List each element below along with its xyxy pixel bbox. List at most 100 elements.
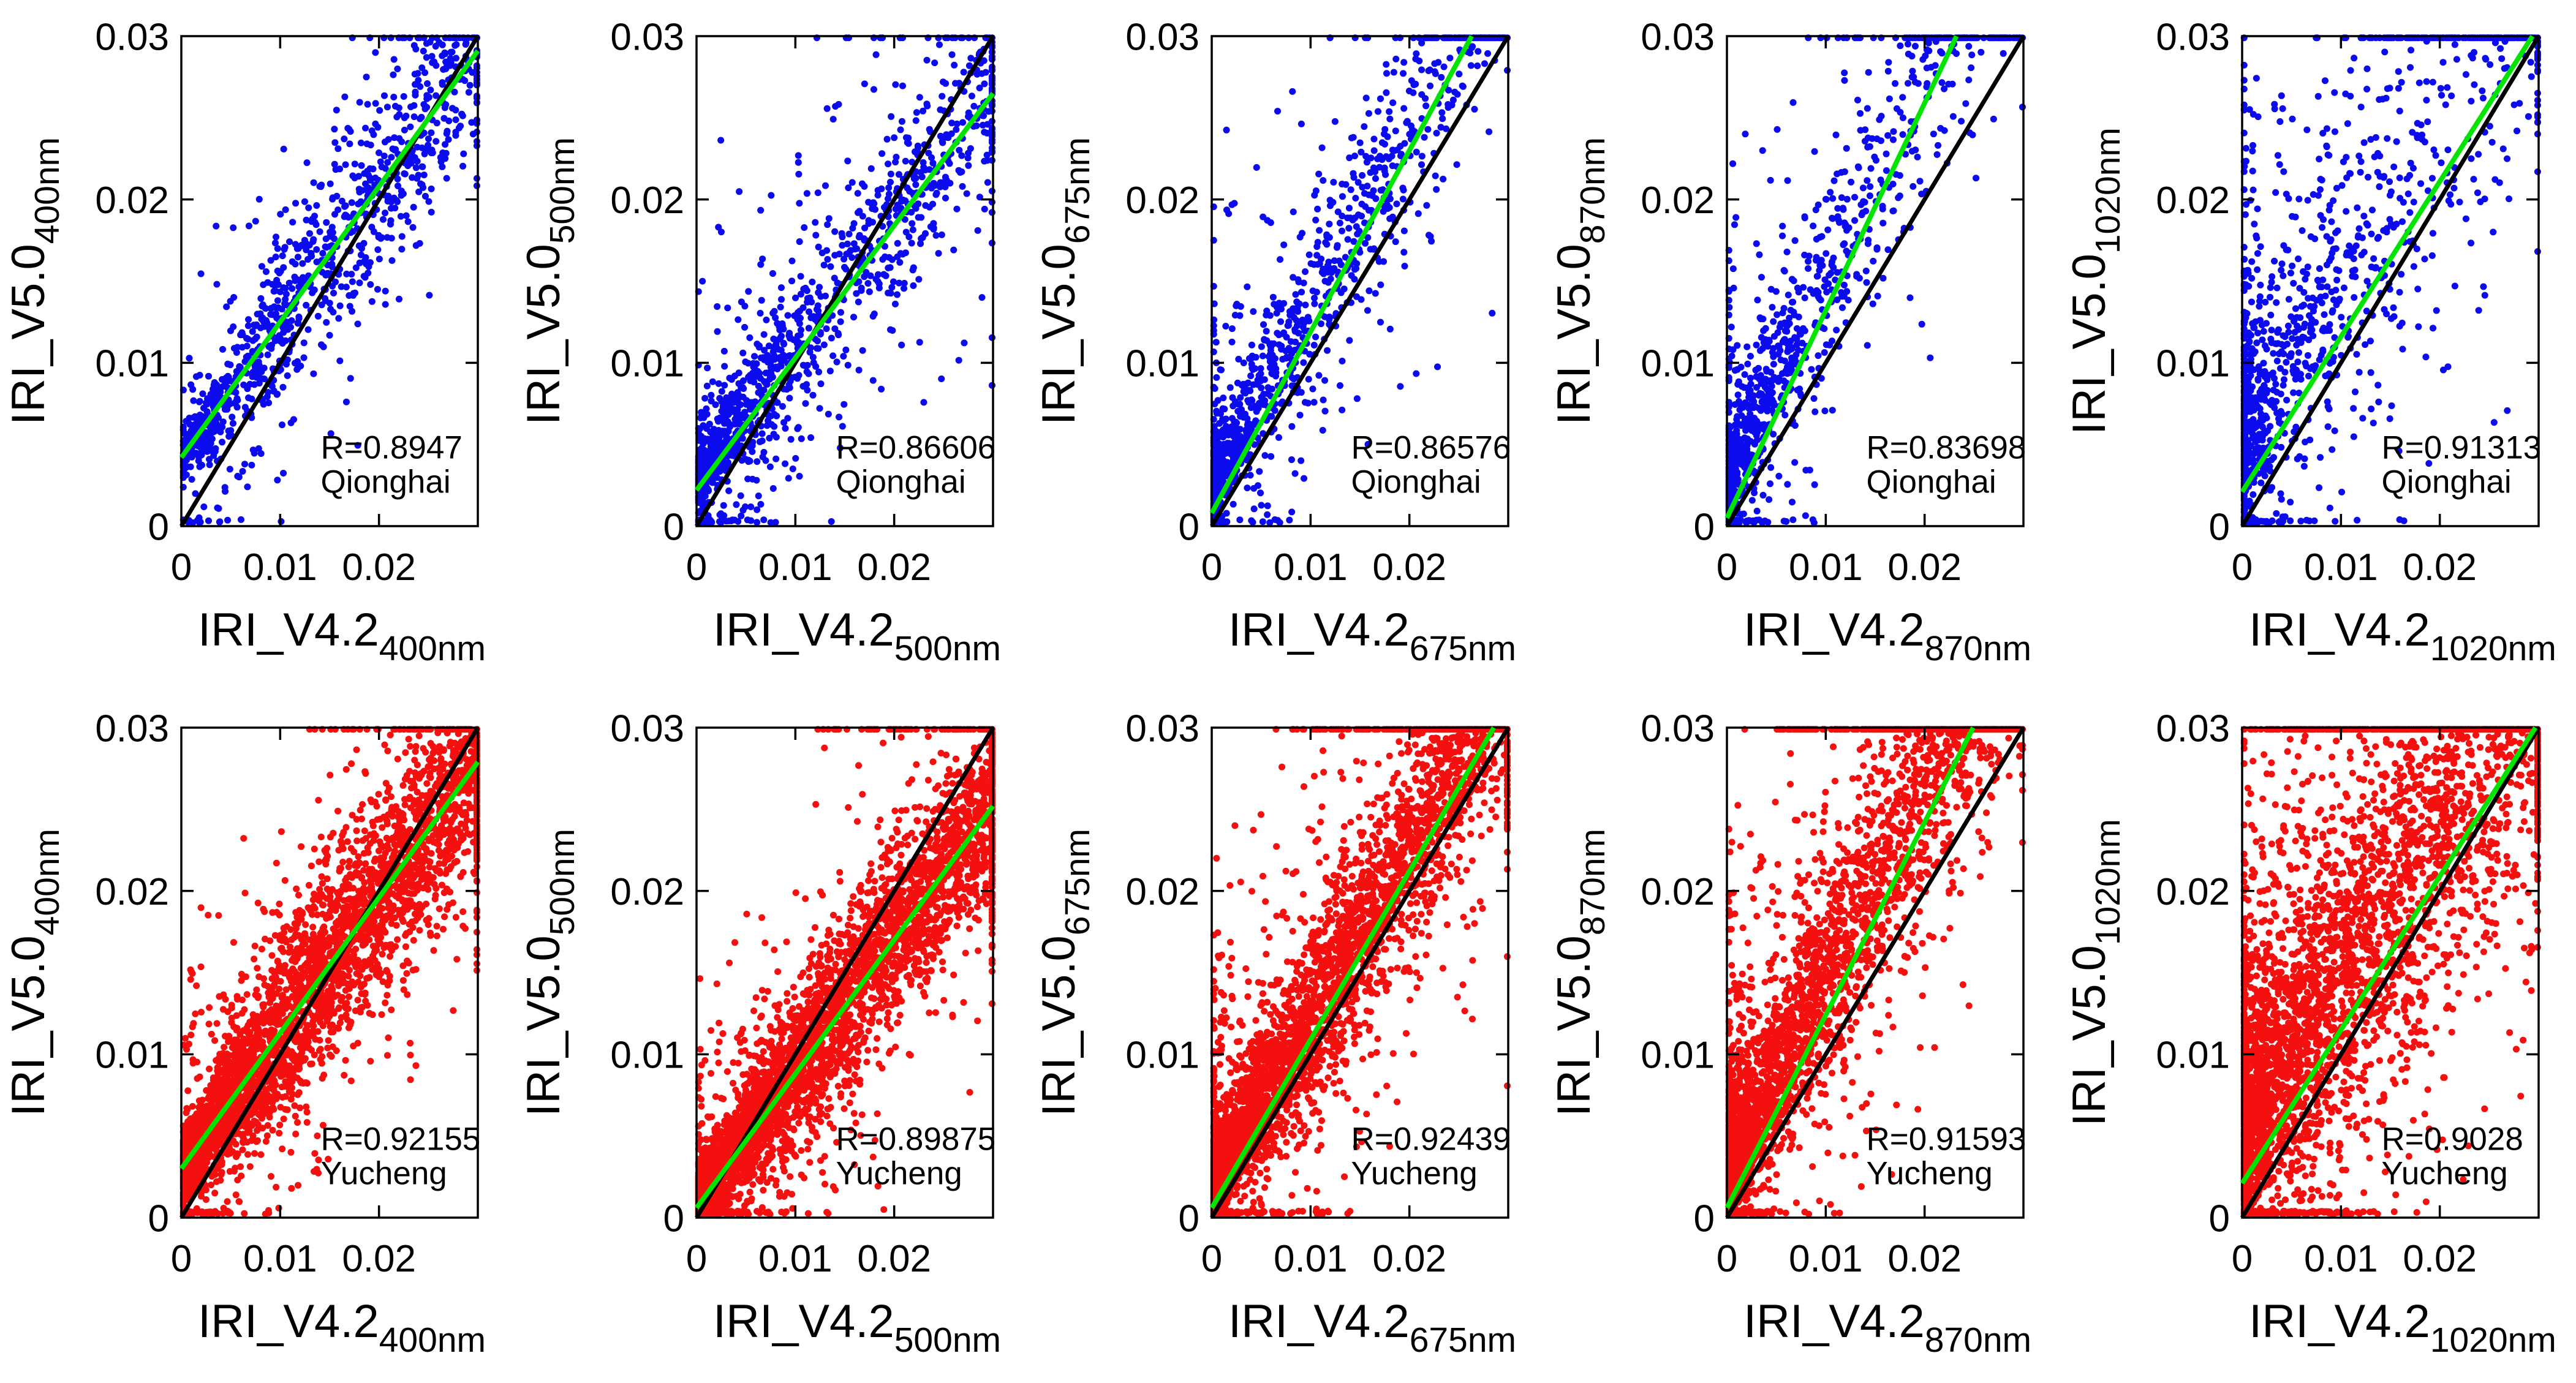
x-tick-label: 0.02 — [342, 1238, 416, 1280]
y-tick-label: 0 — [148, 1197, 169, 1240]
fit-line — [1209, 726, 1496, 1210]
y-axis-label: IRI_V5.0675nm — [1033, 829, 1097, 1117]
plot-box — [2241, 726, 2540, 1219]
y-tick-label: 0.03 — [610, 707, 684, 750]
y-tick-label: 0 — [2209, 506, 2230, 548]
plot-box — [2241, 35, 2540, 527]
y-tick-label: 0.03 — [610, 16, 684, 58]
site-annotation: Yucheng — [836, 1156, 962, 1192]
fit-line — [2240, 34, 2535, 494]
y-tick-label: 0.02 — [1125, 871, 1199, 913]
x-tick-label: 0.02 — [342, 546, 416, 589]
site-annotation: Yucheng — [320, 1156, 447, 1192]
x-tick-label: 0.02 — [1372, 1238, 1446, 1280]
y-tick-label: 0 — [2209, 1197, 2230, 1240]
x-axis-label: IRI_V4.2870nm — [1743, 604, 2031, 668]
y-tick-label: 0 — [148, 506, 169, 548]
r-annotation: R=0.89875 — [836, 1121, 995, 1158]
x-axis-label: IRI_V4.21020nm — [2249, 604, 2556, 668]
r-annotation: R=0.86606 — [836, 430, 995, 466]
y-tick-label: 0.03 — [95, 707, 169, 750]
x-tick-label: 0 — [171, 546, 192, 589]
x-tick-label: 0.02 — [857, 1238, 931, 1280]
x-tick-label: 0.02 — [1372, 546, 1446, 589]
y-axis-label: IRI_V5.0870nm — [1548, 829, 1612, 1117]
y-tick-label: 0.03 — [1641, 16, 1715, 58]
y-tick-label: 0.02 — [1641, 179, 1715, 222]
x-tick-label: 0 — [1201, 1238, 1222, 1280]
x-tick-label: 0 — [1201, 546, 1222, 589]
x-tick-label: 0.01 — [2304, 546, 2378, 589]
site-annotation: Yucheng — [1351, 1156, 1477, 1192]
x-tick-label: 0 — [2232, 546, 2253, 589]
x-tick-label: 0 — [686, 546, 707, 589]
y-tick-label: 0.01 — [95, 1034, 169, 1077]
site-annotation: Qionghai — [320, 464, 450, 500]
x-tick-label: 0 — [171, 1238, 192, 1280]
y-tick-label: 0.03 — [95, 16, 169, 58]
identity-line — [695, 726, 995, 1219]
x-tick-label: 0.01 — [243, 546, 317, 589]
site-annotation: Yucheng — [2381, 1156, 2507, 1192]
x-axis-label: IRI_V4.2500nm — [713, 604, 1001, 668]
r-annotation: R=0.91593 — [1866, 1121, 2026, 1158]
x-tick-label: 0.02 — [857, 546, 931, 589]
y-tick-label: 0.02 — [95, 871, 169, 913]
fit-line — [694, 91, 995, 492]
r-annotation: R=0.92439 — [1351, 1121, 1511, 1158]
identity-line — [2240, 35, 2540, 527]
x-axis-label: IRI_V4.2675nm — [1228, 604, 1516, 668]
x-tick-label: 0.01 — [2304, 1238, 2378, 1280]
x-axis-label: IRI_V4.2500nm — [713, 1295, 1001, 1360]
site-annotation: Qionghai — [1866, 464, 1996, 500]
y-tick-label: 0.02 — [95, 179, 169, 222]
y-tick-label: 0.02 — [2156, 871, 2230, 913]
x-tick-label: 0 — [1717, 546, 1737, 589]
identity-line — [1725, 35, 2025, 527]
y-tick-label: 0.03 — [1125, 707, 1199, 750]
x-tick-label: 0.01 — [1274, 546, 1348, 589]
x-axis-label: IRI_V4.2675nm — [1228, 1295, 1516, 1360]
y-tick-label: 0.02 — [610, 871, 684, 913]
identity-line — [1210, 35, 1510, 527]
x-tick-label: 0.01 — [1789, 1238, 1863, 1280]
x-tick-label: 0 — [2232, 1238, 2253, 1280]
site-annotation: Qionghai — [1351, 464, 1481, 500]
site-annotation: Qionghai — [2381, 464, 2511, 500]
x-axis-label: IRI_V4.2400nm — [198, 1295, 486, 1360]
scatter-points — [179, 726, 480, 1218]
y-axis-label: IRI_V5.0400nm — [2, 137, 67, 425]
y-axis-label: IRI_V5.0500nm — [518, 137, 582, 425]
y-tick-label: 0.01 — [2156, 343, 2230, 385]
y-axis-label: IRI_V5.01020nm — [2063, 127, 2128, 435]
y-tick-label: 0.01 — [2156, 1034, 2230, 1077]
identity-line — [695, 35, 995, 527]
site-annotation: Yucheng — [1866, 1156, 1992, 1192]
y-tick-label: 0 — [663, 1197, 684, 1240]
y-axis-label: IRI_V5.01020nm — [2063, 819, 2128, 1126]
x-tick-label: 0.02 — [2403, 546, 2477, 589]
plot-box — [180, 35, 479, 527]
y-tick-label: 0 — [1694, 1197, 1715, 1240]
plot-box — [1211, 35, 1509, 527]
y-tick-label: 0.03 — [1125, 16, 1199, 58]
fit-line — [1724, 35, 1959, 519]
y-tick-label: 0.03 — [2156, 707, 2230, 750]
y-tick-label: 0.01 — [1125, 343, 1199, 385]
plot-box — [1211, 726, 1509, 1219]
fit-line — [179, 49, 480, 459]
y-tick-label: 0.01 — [1125, 1034, 1199, 1077]
plot-box — [1726, 726, 2025, 1219]
plot-box — [1726, 35, 2025, 527]
plot-box — [695, 726, 994, 1219]
